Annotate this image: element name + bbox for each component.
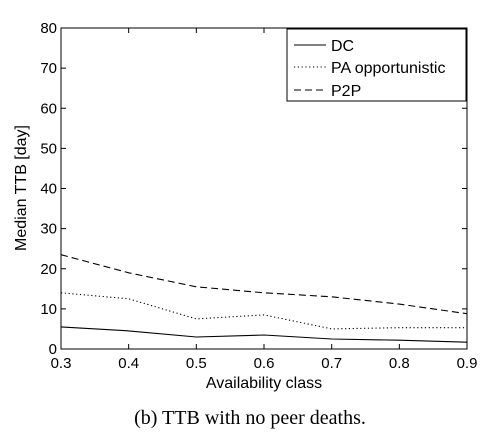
y-tick-label: 60: [40, 100, 57, 117]
y-tick-label: 80: [40, 20, 57, 37]
x-tick-label: 0.6: [254, 355, 275, 372]
series-line-pa-opportunistic: [60, 292, 467, 330]
y-tick-label: 50: [40, 140, 57, 157]
x-axis-label: Availability class: [206, 375, 322, 392]
x-tick-label: 0.8: [389, 355, 410, 372]
legend-box: [286, 28, 467, 102]
legend-label: PA opportunistic: [331, 60, 445, 77]
x-tick-label: 0.5: [186, 355, 207, 372]
figure-caption: (b) TTB with no peer deaths.: [134, 407, 366, 429]
y-tick-label: 40: [40, 181, 57, 198]
legend-label: DC: [331, 38, 354, 55]
legend-label: P2P: [331, 83, 361, 100]
y-tick-label: 0: [49, 341, 57, 358]
y-tick-label: 10: [40, 301, 57, 318]
y-axis-ticks: 0 10 20 30 40 50 60 70 80: [40, 20, 467, 358]
y-tick-label: 70: [40, 60, 57, 77]
y-axis-label: Median TTB [day]: [13, 125, 30, 251]
series-lines: [60, 254, 468, 343]
x-axis-ticks: 0.3 0.4 0.5 0.6 0.7 0.8 0.9: [51, 28, 478, 372]
series-line-p2p: [60, 254, 468, 315]
x-tick-label: 0.9: [457, 355, 478, 372]
legend: DC PA opportunistic P2P: [286, 28, 467, 102]
y-tick-label: 20: [40, 261, 57, 278]
series-line-dc: [60, 326, 468, 343]
x-tick-label: 0.3: [51, 355, 72, 372]
x-tick-label: 0.7: [321, 355, 342, 372]
y-tick-label: 30: [40, 221, 57, 238]
x-tick-label: 0.4: [118, 355, 139, 372]
